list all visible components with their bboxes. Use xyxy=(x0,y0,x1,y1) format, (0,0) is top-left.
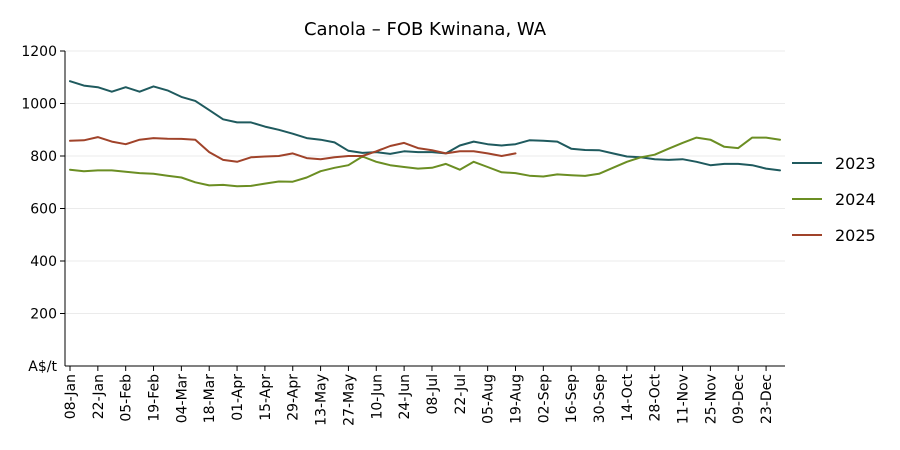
y-axis-label: A$/t xyxy=(28,359,57,375)
y-tick-label: 800 xyxy=(30,149,57,165)
x-tick-label: 25-Nov xyxy=(703,374,719,424)
x-tick-label: 09-Dec xyxy=(731,374,747,424)
y-tick-label: 1200 xyxy=(21,44,57,60)
x-tick-label: 08-Jul xyxy=(425,374,441,415)
y-tick-label: 400 xyxy=(30,254,57,270)
x-tick-label: 27-May xyxy=(341,374,357,426)
x-tick-label: 19-Aug xyxy=(508,374,524,424)
y-tick-label: 1000 xyxy=(21,97,57,113)
legend-label-2025: 2025 xyxy=(835,226,876,245)
x-tick-label: 22-Jan xyxy=(91,374,107,419)
x-tick-label: 22-Jul xyxy=(453,374,469,415)
series-line-2023 xyxy=(69,80,781,172)
x-tick-label: 29-Apr xyxy=(286,374,302,421)
x-tick-label: 10-Jun xyxy=(369,374,385,420)
legend-label-2023: 2023 xyxy=(835,154,876,173)
x-tick-label: 13-May xyxy=(314,374,330,426)
series-line-2024 xyxy=(69,136,781,188)
x-tick-label: 05-Feb xyxy=(119,374,135,422)
x-tick-label: 28-Oct xyxy=(648,373,664,421)
x-tick-label: 24-Jun xyxy=(397,374,413,420)
series-line-2025 xyxy=(69,136,517,163)
series-lines xyxy=(69,80,781,188)
x-tick-label: 05-Aug xyxy=(481,374,497,424)
x-tick-label: 08-Jan xyxy=(63,374,79,419)
chart-title: Canola – FOB Kwinana, WA xyxy=(304,19,547,40)
x-tick-label: 04-Mar xyxy=(174,374,190,424)
grid-lines xyxy=(65,50,785,314)
y-tick-label: 200 xyxy=(30,307,57,323)
x-tick-label: 02-Sep xyxy=(536,374,552,423)
x-tick-label: 19-Feb xyxy=(147,374,163,422)
x-tick-label: 14-Oct xyxy=(620,373,636,421)
axes: 200 400 600 800 1000 1200 A$/t 08-Jan 22-Jan 05-F… xyxy=(21,44,785,426)
x-tick-label: 16-Sep xyxy=(564,374,580,423)
x-tick-label: 18-Mar xyxy=(202,374,218,424)
y-tick-label: 600 xyxy=(30,202,57,218)
x-tick-label: 11-Nov xyxy=(676,374,692,424)
legend-label-2024: 2024 xyxy=(835,190,876,209)
x-tick-label: 15-Apr xyxy=(258,374,274,421)
x-tick-label: 01-Apr xyxy=(230,374,246,421)
legend: 2023 2024 2025 xyxy=(792,154,876,245)
x-tick-label: 23-Dec xyxy=(759,374,775,424)
x-tick-label: 30-Sep xyxy=(592,374,608,423)
